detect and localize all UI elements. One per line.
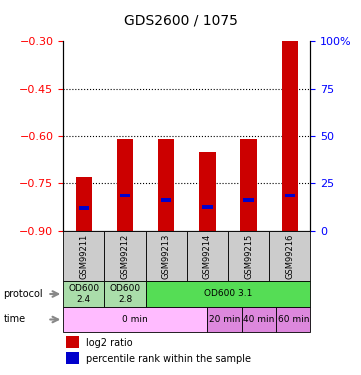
Bar xyxy=(145,281,310,307)
Bar xyxy=(63,307,208,332)
Bar xyxy=(63,231,104,281)
Bar xyxy=(104,281,145,307)
Text: GSM99214: GSM99214 xyxy=(203,233,212,279)
Text: GSM99212: GSM99212 xyxy=(121,233,130,279)
Bar xyxy=(79,206,89,210)
Text: OD600
2.4: OD600 2.4 xyxy=(68,284,99,304)
Bar xyxy=(63,281,104,307)
Text: log2 ratio: log2 ratio xyxy=(86,338,133,348)
Text: GSM99211: GSM99211 xyxy=(79,233,88,279)
Bar xyxy=(202,205,213,209)
Bar xyxy=(285,194,295,198)
Bar xyxy=(242,307,276,332)
Bar xyxy=(276,307,310,332)
Bar xyxy=(120,194,130,198)
Bar xyxy=(199,152,216,231)
Bar xyxy=(282,41,298,231)
Bar xyxy=(269,231,310,281)
Bar xyxy=(75,177,92,231)
Text: percentile rank within the sample: percentile rank within the sample xyxy=(86,354,251,364)
Text: GSM99215: GSM99215 xyxy=(244,233,253,279)
Text: GDS2600 / 1075: GDS2600 / 1075 xyxy=(123,13,238,27)
Bar xyxy=(158,139,174,231)
Text: OD600
2.8: OD600 2.8 xyxy=(109,284,140,304)
Text: GSM99213: GSM99213 xyxy=(162,233,171,279)
Text: 60 min: 60 min xyxy=(278,315,309,324)
Bar xyxy=(66,352,79,364)
Bar xyxy=(208,307,242,332)
Text: protocol: protocol xyxy=(4,289,43,299)
Text: 0 min: 0 min xyxy=(122,315,148,324)
Bar xyxy=(104,231,145,281)
Bar xyxy=(187,231,228,281)
Bar xyxy=(243,198,254,202)
Bar xyxy=(66,336,79,348)
Bar xyxy=(117,139,133,231)
Text: time: time xyxy=(4,315,26,324)
Text: 20 min: 20 min xyxy=(209,315,240,324)
Text: OD600 3.1: OD600 3.1 xyxy=(204,290,252,298)
Text: GSM99216: GSM99216 xyxy=(285,233,294,279)
Bar xyxy=(240,139,257,231)
Bar xyxy=(228,231,269,281)
Bar xyxy=(145,231,187,281)
Text: 40 min: 40 min xyxy=(243,315,275,324)
Bar xyxy=(161,198,171,202)
